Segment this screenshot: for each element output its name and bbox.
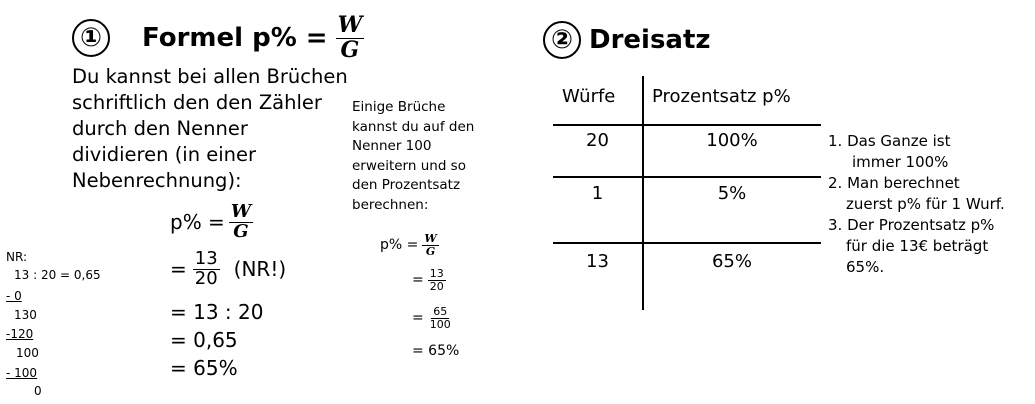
nr-line: 100 [16,346,39,360]
middle-fraction-2: = 13 20 [412,268,446,292]
middle-eq: = [412,272,424,289]
table-row-rule [553,242,821,244]
step-item: 1. Das Ganze ist [828,132,951,150]
section2-heading: ② Dreisatz [543,20,711,60]
section2-number: ② [543,21,581,59]
section2-title: Dreisatz [589,25,711,55]
nr-line: - 0 [6,289,22,303]
middle-formula-prefix: p% = [380,237,419,254]
middle-fraction-3: = 65 100 [412,306,453,330]
intro-line: schriftlich den den Zähler [72,91,322,114]
nr-line-text: - 0 [6,289,22,303]
formula-denominator: G [233,220,249,242]
section1-title: Formel p% = [142,23,328,53]
middle-eq: = [412,310,424,327]
step1-line: = 13 20 (NR!) [170,248,287,289]
table-cell: 1 [591,183,604,204]
intro-line: Du kannst bei allen Brüchen [72,65,348,88]
middle-f3-numerator: 65 [431,305,450,319]
section1-number: ① [72,19,110,57]
table-vertical-divider [642,76,644,310]
nr-line-text: -120 [6,327,34,341]
middle-f3-denominator: 100 [429,317,451,331]
step3-line: = 0,65 [170,328,238,352]
table-row-rule [553,176,821,178]
step-item: 3. Der Prozentsatz p% [828,216,995,234]
step4-line: = 65% [170,356,238,380]
nr-line: 130 [14,308,37,322]
step1-numerator: 13 [192,248,220,270]
middle-formula-fraction: W G [422,232,439,258]
step-item-cont: immer 100% [852,153,949,171]
heading-fraction-denominator: G [340,36,360,63]
nr-line: 13 : 20 = 0,65 [14,268,101,282]
middle-f3: 65 100 [428,306,453,330]
nr-label: NR: [6,250,27,264]
middle-f2: 13 20 [427,267,446,293]
heading-fraction-numerator: W [335,12,365,39]
nr-line: -120 [6,327,33,341]
nr-line-text: - 100 [6,366,38,380]
table-cell: 100% [706,130,758,151]
table-cell: 65% [711,251,752,272]
step-item-cont: zuerst p% für 1 Wurf. [846,195,1005,213]
table-header-cell: Würfe [562,86,616,107]
intro-line: durch den Nenner [72,117,248,140]
middle-formula-numerator: W [422,232,439,246]
formula-prefix: p% = [170,210,225,235]
formula-line: p% = W G [170,201,254,242]
table-header-cell: Prozentsatz p% [652,86,791,107]
step1-note: (NR!) [233,257,287,282]
middle-line: berechnen: [352,196,429,213]
step1-fraction: 13 20 [192,248,220,289]
formula-fraction: W G [228,201,254,242]
middle-line: Einige Brüche [352,99,446,115]
middle-line: kannst du auf den [352,118,475,135]
step-item-cont: für die 13€ beträgt [846,237,989,255]
table-cell: 20 [586,130,609,151]
step-item-cont: 65%. [846,258,885,276]
middle-formula-denominator: G [425,244,436,258]
middle-f2-denominator: 20 [429,279,444,293]
intro-line: dividieren (in einer [72,143,257,166]
nr-line: 0 [34,384,42,398]
nr-line: - 100 [6,366,37,380]
middle-result: = 65% [412,343,460,359]
middle-formula: p% = W G [380,233,439,257]
table-header-rule [553,124,821,126]
step1-prefix: = [170,257,187,282]
middle-line: erweitern und so [352,157,466,174]
middle-line: Nenner 100 [352,138,432,154]
intro-line: Nebenrechnung): [72,169,242,192]
dreisatz-steps: 1. Das Ganze ist immer 100% 2. Man berec… [828,131,1005,278]
table-cell: 5% [717,183,747,204]
formula-numerator: W [228,201,254,223]
middle-text: Einige Brüche kannst du auf den Nenner 1… [352,98,474,215]
step2-line: = 13 : 20 [170,300,264,324]
step1-denominator: 20 [194,267,218,289]
middle-f2-numerator: 13 [427,267,446,281]
middle-line: den Prozentsatz [352,177,461,193]
step-item: 2. Man berechnet [828,174,960,192]
section1-heading-fraction: W G [335,12,365,63]
section1-intro: Du kannst bei allen Brüchen schriftlich … [72,64,348,194]
section1-heading: ① Formel p% = W G [72,10,365,66]
table-cell: 13 [586,251,609,272]
